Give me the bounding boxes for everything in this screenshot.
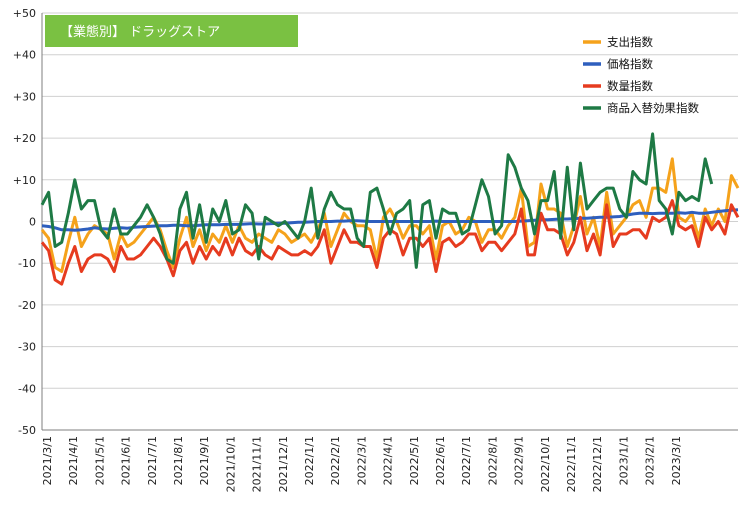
y-tick-label: -20 [18, 299, 36, 312]
legend-label: 価格指数 [607, 57, 653, 71]
y-tick-label: -10 [18, 257, 36, 270]
y-axis-ticks: -50 -40 -30 -20 -10 0 +10 +20 +30 +40 +50 [13, 7, 36, 437]
series-line-4 [40, 132, 714, 269]
y-tick-label: -30 [18, 341, 36, 354]
chart-title-text: 【業態別】 ドラッグストア [60, 24, 220, 40]
y-tick-label: -40 [18, 382, 36, 395]
x-tick-label: 2022/10/1 [539, 436, 552, 492]
y-tick-label: +40 [13, 49, 36, 62]
x-tick-label: 2022/8/1 [486, 436, 499, 485]
x-tick-label: 2023/1/1 [617, 436, 630, 485]
x-tick-label: 2022/5/1 [408, 436, 421, 485]
y-tick-label: +10 [13, 174, 36, 187]
x-tick-label: 2022/3/1 [355, 436, 368, 485]
legend-label: 数量指数 [607, 79, 653, 93]
x-tick-label: 2021/11/1 [251, 436, 264, 492]
x-tick-label: 2021/6/1 [120, 436, 133, 485]
x-tick-label: 2021/8/1 [172, 436, 185, 485]
x-tick-label: 2021/4/1 [67, 436, 80, 485]
x-tick-label: 2022/2/1 [329, 436, 342, 485]
y-tick-label: +20 [13, 132, 36, 145]
legend-label: 商品入替効果指数 [607, 101, 699, 115]
x-tick-label: 2022/1/1 [303, 436, 316, 485]
x-tick-label: 2022/11/1 [565, 436, 578, 492]
legend-label: 支出指数 [607, 35, 653, 49]
x-tick-label: 2023/3/1 [670, 436, 683, 485]
chart-title-background [45, 15, 298, 47]
series-line-2 [41, 208, 739, 232]
x-tick-label: 2021/3/1 [41, 436, 54, 485]
y-tick-label: +50 [13, 7, 36, 20]
y-tick-label: -50 [18, 424, 36, 437]
x-tick-label: 2021/7/1 [146, 436, 159, 485]
series-lines [40, 132, 740, 286]
x-tick-label: 2022/12/1 [591, 436, 604, 492]
y-tick-label: 0 [29, 216, 36, 229]
x-tick-label: 2021/9/1 [198, 436, 211, 485]
chart-title: 【業態別】 ドラッグストア [45, 15, 298, 47]
x-tick-label: 2022/9/1 [513, 436, 526, 485]
x-tick-label: 2022/4/1 [382, 436, 395, 485]
y-tick-label: +30 [13, 90, 36, 103]
x-axis-ticks: 2021/3/1 2021/4/1 2021/5/1 2021/6/1 2021/7/1… [41, 436, 683, 492]
x-tick-label: 2022/6/1 [434, 436, 447, 485]
x-tick-label: 2023/2/1 [644, 436, 657, 485]
x-tick-label: 2022/7/1 [460, 436, 473, 485]
x-tick-label: 2021/10/1 [224, 436, 237, 492]
x-tick-label: 2021/12/1 [277, 436, 290, 492]
x-tick-label: 2021/5/1 [93, 436, 106, 485]
